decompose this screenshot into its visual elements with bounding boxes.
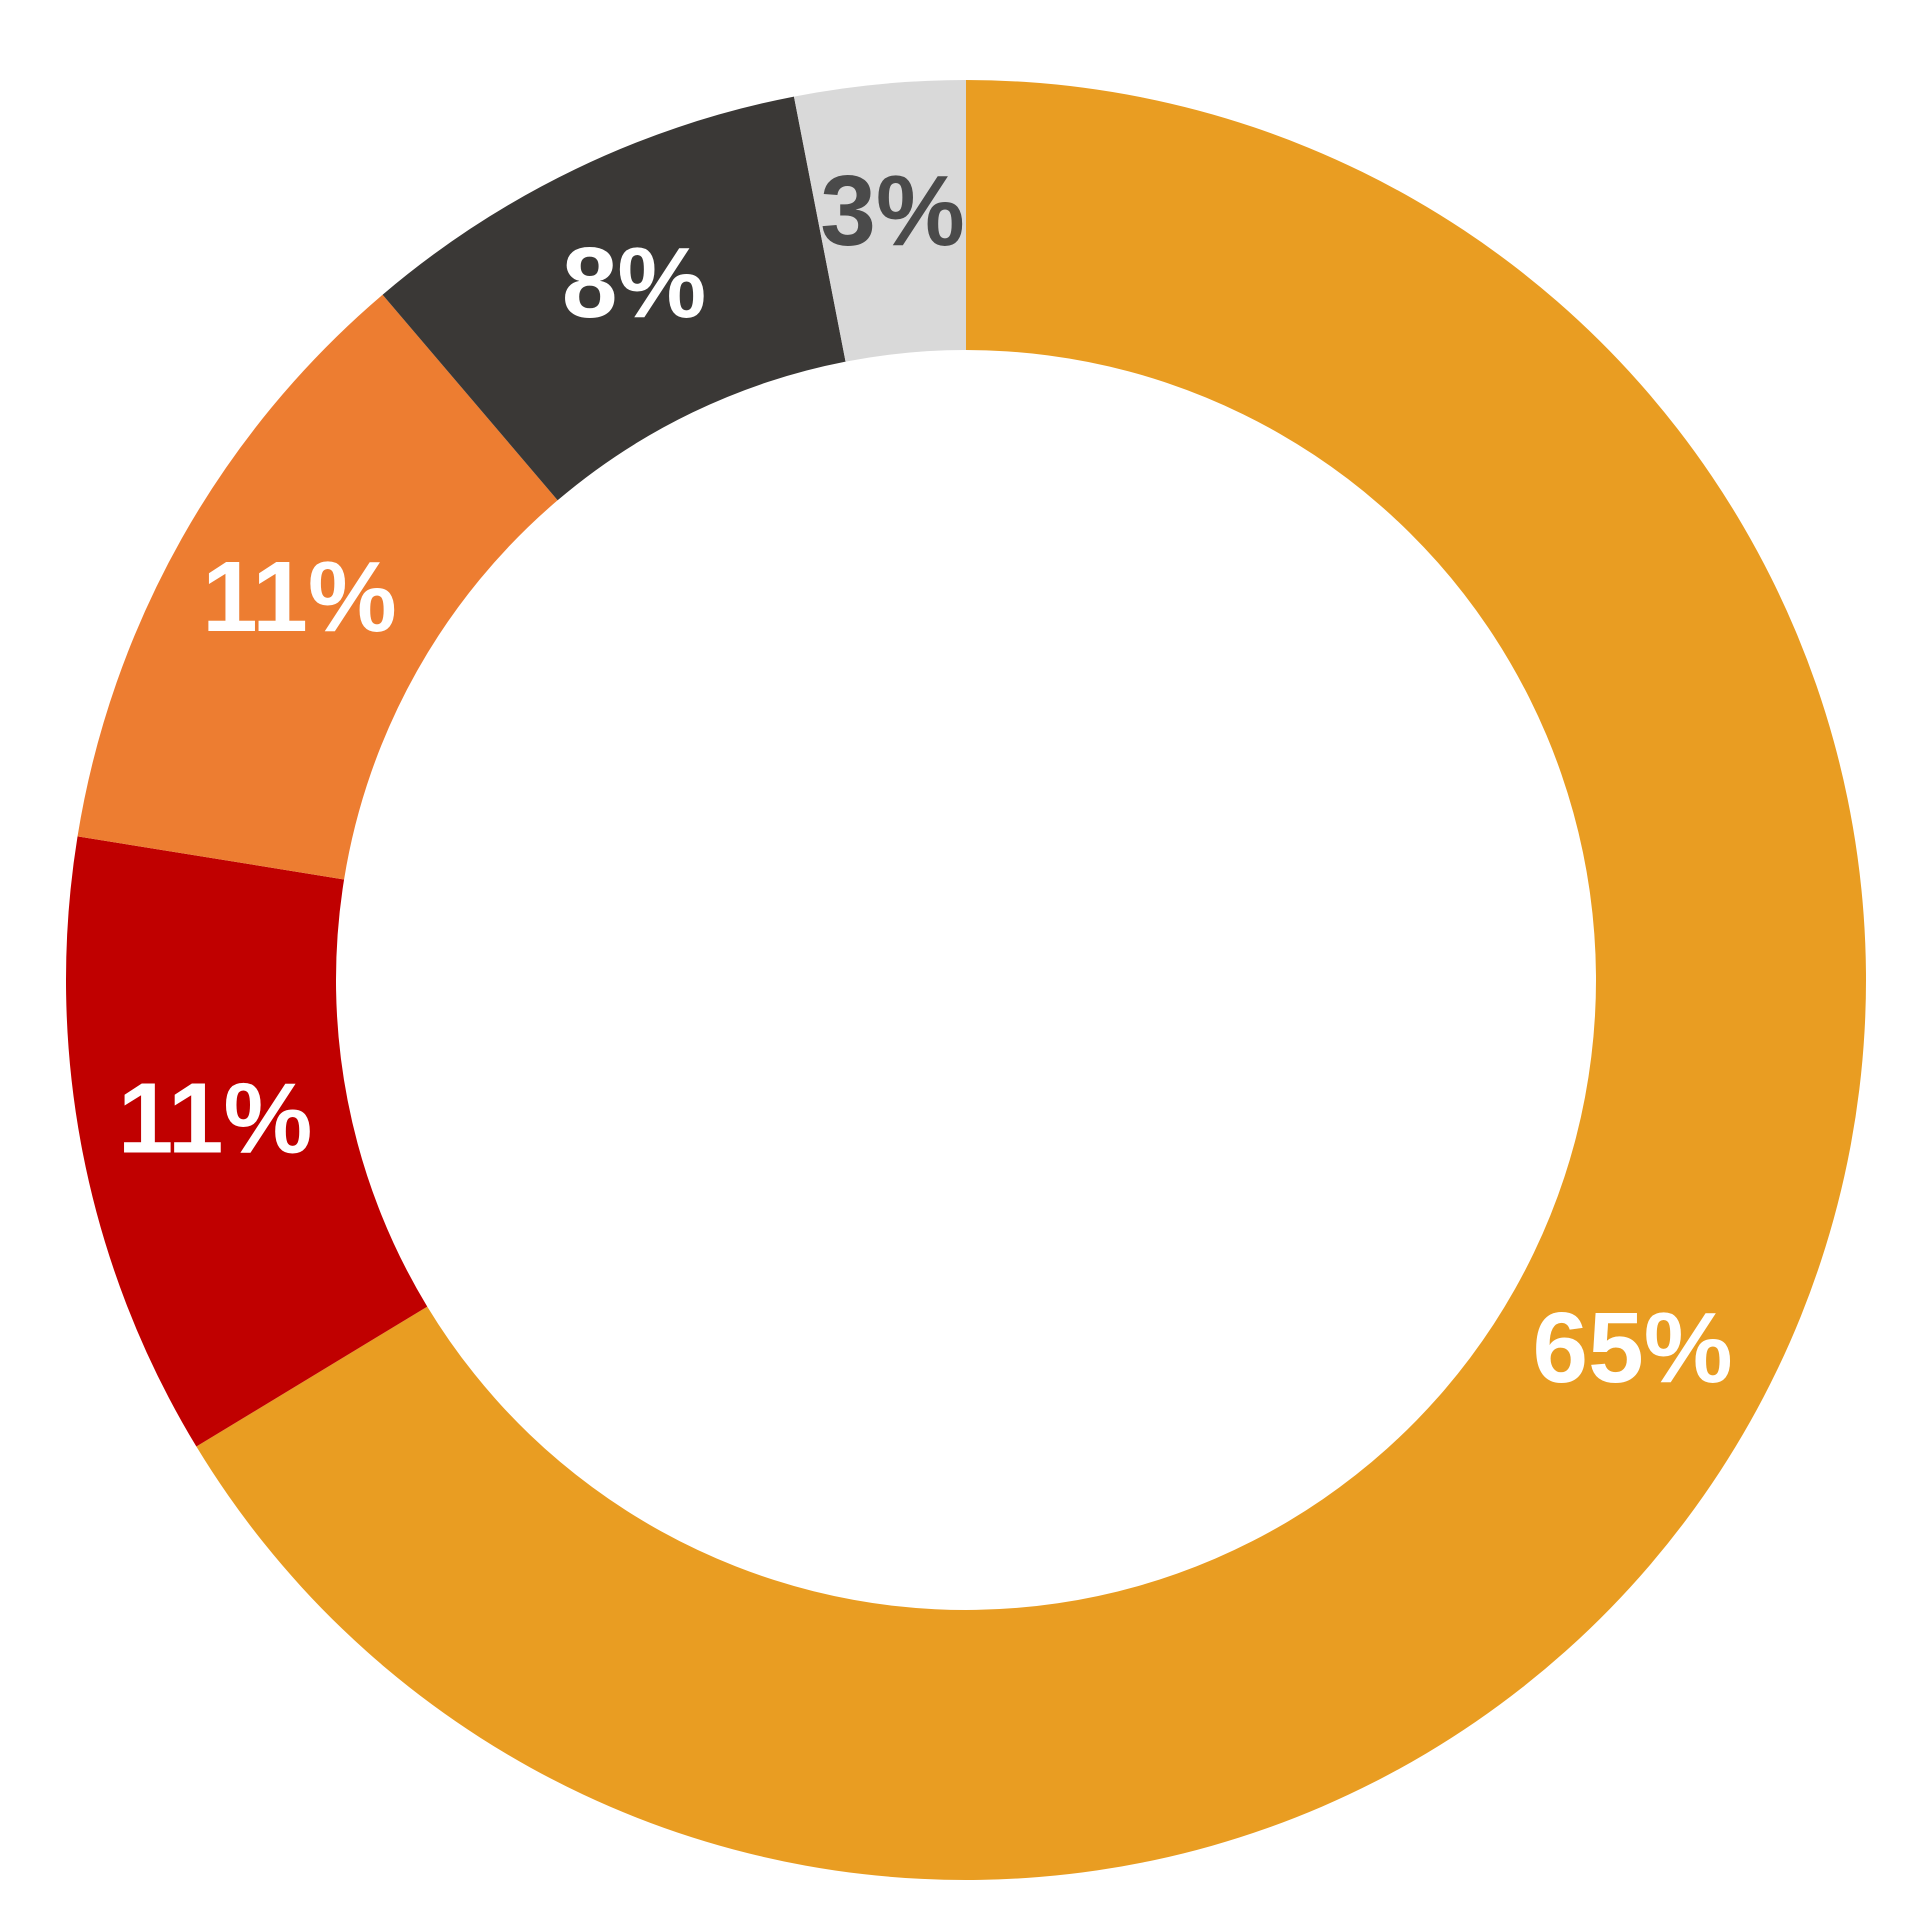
data-label: 3% bbox=[820, 155, 965, 267]
donut-slice bbox=[196, 80, 1867, 1880]
data-label: 11% bbox=[118, 1063, 313, 1175]
donut-slice bbox=[382, 96, 846, 501]
donut-slice bbox=[793, 80, 966, 362]
data-label: 11% bbox=[202, 541, 397, 653]
donut-slice bbox=[65, 836, 428, 1447]
donut-slice bbox=[77, 294, 558, 880]
data-label: 8% bbox=[562, 227, 707, 339]
data-label: 65% bbox=[1532, 1292, 1732, 1404]
